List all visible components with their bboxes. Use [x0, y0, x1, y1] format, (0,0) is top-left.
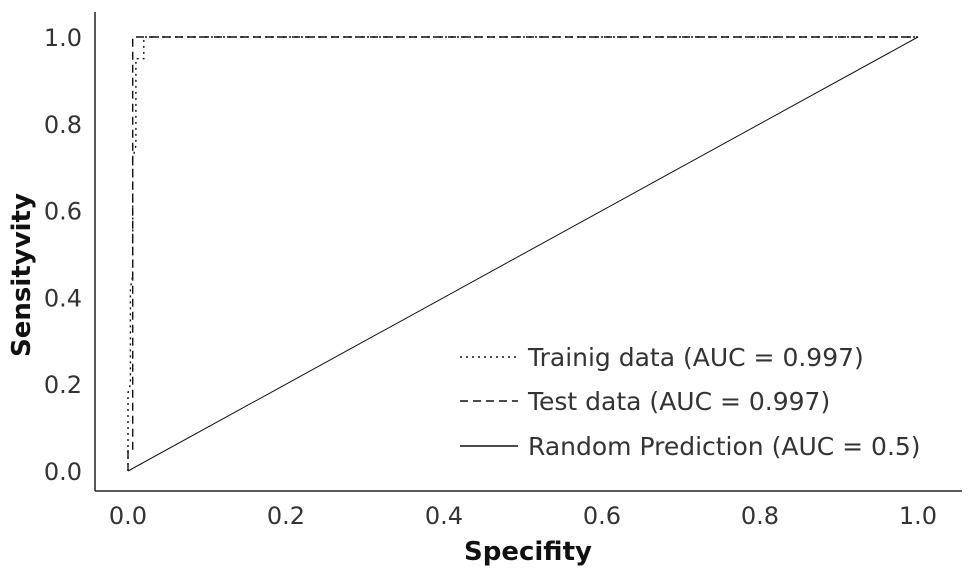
x-tick-label: 0.4: [425, 502, 463, 530]
legend-label: Trainig data (AUC = 0.997): [527, 343, 864, 372]
y-tick-label: 0.2: [44, 371, 82, 399]
x-tick-label: 0.2: [267, 502, 305, 530]
axes: [94, 12, 962, 492]
y-tick-labels: 0.0 0.2 0.4 0.6 0.8 1.0: [44, 24, 82, 486]
y-axis-title: Sensityvity: [7, 193, 37, 357]
y-tick-label: 1.0: [44, 24, 82, 52]
x-tick-label: 0.8: [741, 502, 779, 530]
legend-label: Random Prediction (AUC = 0.5): [528, 432, 921, 461]
y-tick-label: 0.8: [44, 111, 82, 139]
x-axis-title: Specifity: [464, 537, 592, 567]
y-tick-label: 0.6: [44, 198, 82, 226]
x-tick-label: 0.0: [109, 502, 147, 530]
legend-label: Test data (AUC = 0.997): [527, 387, 830, 416]
x-tick-label: 1.0: [899, 502, 937, 530]
legend: Trainig data (AUC = 0.997) Test data (AUC…: [460, 343, 921, 461]
y-tick-label: 0.4: [44, 284, 82, 312]
x-tick-label: 0.6: [583, 502, 621, 530]
series-line-random-prediction: [127, 36, 919, 472]
y-tick-label: 0.0: [44, 458, 82, 486]
x-tick-labels: 0.0 0.2 0.4 0.6 0.8 1.0: [109, 502, 937, 530]
series-layer: [127, 36, 919, 472]
series-line-test-data: [127, 36, 918, 471]
